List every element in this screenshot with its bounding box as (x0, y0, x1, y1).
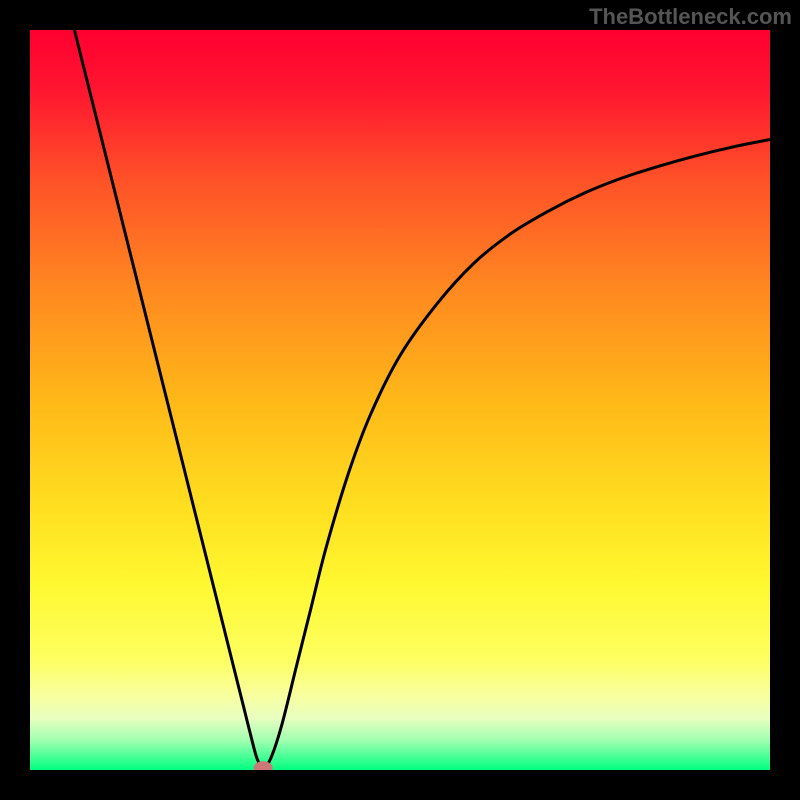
chart-svg (0, 0, 800, 800)
bottleneck-chart: TheBottleneck.com (0, 0, 800, 800)
chart-background (30, 30, 770, 770)
border-left (0, 0, 30, 800)
border-bottom (0, 770, 800, 800)
border-right (770, 0, 800, 800)
attribution-label: TheBottleneck.com (589, 4, 792, 30)
